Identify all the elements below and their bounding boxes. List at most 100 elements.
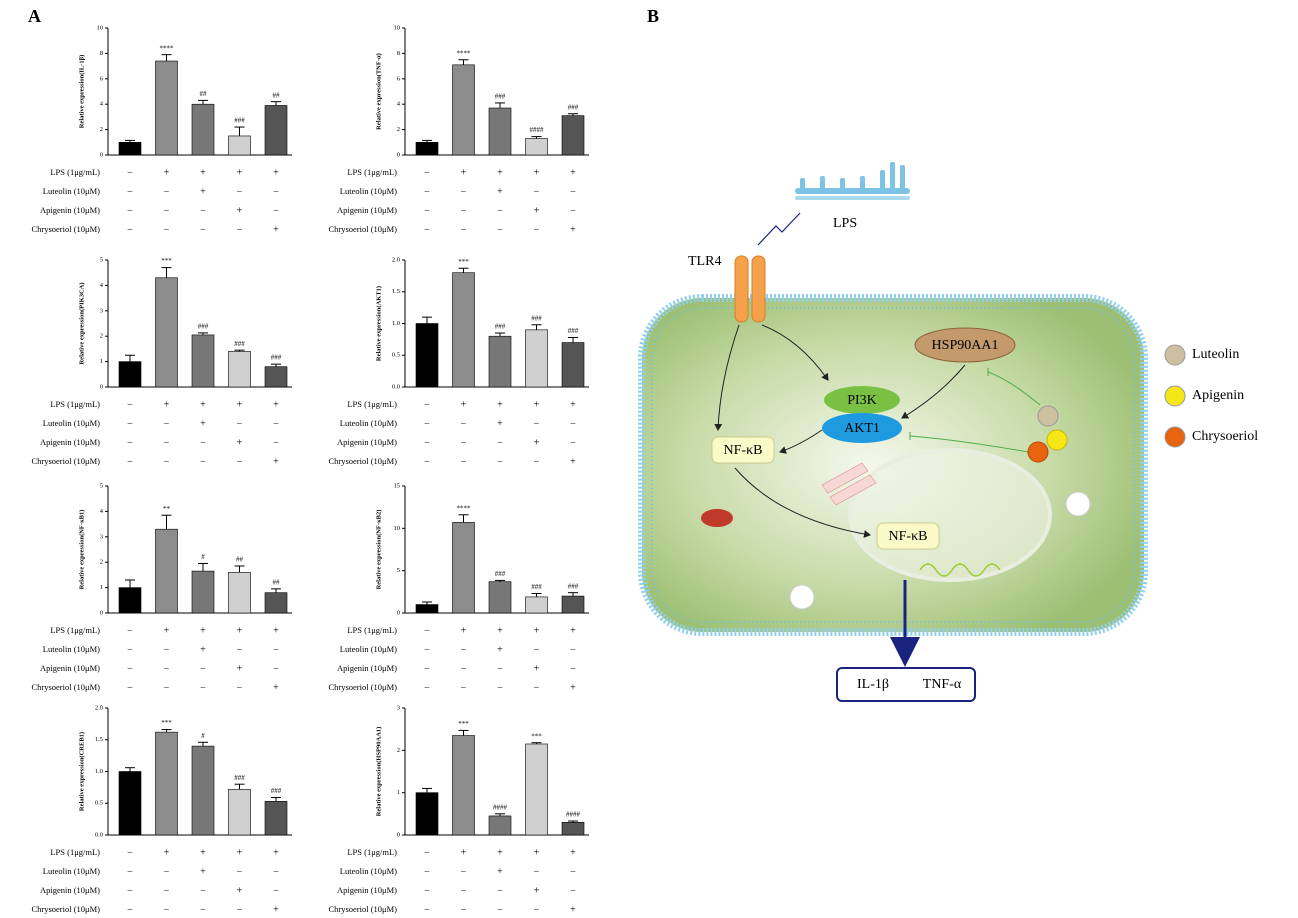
bar	[525, 329, 548, 388]
treatment-sign: −	[273, 885, 279, 896]
significance-label: ***	[458, 258, 469, 266]
treatment-sign: −	[461, 904, 467, 915]
y-tick-label: 1	[397, 789, 400, 796]
akt1-node	[822, 413, 902, 443]
er	[821, 462, 877, 506]
treatment-sign: +	[273, 456, 279, 467]
treatment-sign: +	[273, 904, 279, 915]
treatment-sign: +	[237, 885, 243, 896]
treatment-sign: −	[273, 418, 279, 429]
y-tick-label: 0.5	[95, 800, 103, 807]
treatment-sign: −	[497, 456, 503, 467]
treatment-label: Chrysoeriol (10μM)	[328, 682, 397, 692]
treatment-sign: +	[237, 437, 243, 448]
treatment-sign: −	[534, 904, 540, 915]
significance-label: ####	[530, 126, 545, 134]
treatment-sign: −	[461, 418, 467, 429]
pathway-diagram: LPS TLR4 HSP90AA1 PI3K AKT1 NF-κB NF-κB …	[638, 162, 1148, 702]
treatment-sign: −	[534, 644, 540, 655]
vesicle	[1065, 491, 1091, 517]
treatment-sign: −	[570, 866, 576, 877]
bar	[118, 587, 142, 614]
bar	[415, 142, 439, 156]
y-tick-label: 2	[100, 126, 103, 133]
treatment-sign: +	[164, 847, 170, 858]
treatment-sign: +	[570, 224, 576, 235]
y-tick-label: 1.0	[392, 320, 400, 327]
bar	[155, 528, 178, 614]
y-tick-label: 4	[397, 101, 401, 108]
significance-label: ####	[566, 811, 581, 819]
treatment-sign: +	[570, 399, 576, 410]
y-tick-label: 8	[100, 50, 103, 57]
treatment-label: Apigenin (10μM)	[40, 885, 100, 895]
treatment-label: Luteolin (10μM)	[340, 644, 397, 654]
treatment-sign: +	[200, 644, 206, 655]
treatment-sign: +	[461, 625, 467, 636]
treatment-label: Chrysoeriol (10μM)	[328, 456, 397, 466]
treatment-sign: −	[164, 885, 170, 896]
y-tick-label: 2.0	[95, 704, 103, 711]
treatment-sign: +	[273, 682, 279, 693]
significance-label: ***	[531, 732, 542, 740]
y-tick-label: 5	[397, 567, 400, 574]
y-axis-label: Relative expression(HSP90AA1)	[375, 727, 382, 817]
y-tick-label: 3	[100, 533, 103, 540]
legend-swatch	[1164, 426, 1186, 448]
treatment-label: Luteolin (10μM)	[43, 418, 100, 428]
bar	[264, 105, 288, 156]
y-axis-label: Relative expression(IL-1β)	[78, 55, 85, 129]
treatment-label: LPS (1μg/mL)	[347, 847, 397, 857]
treatment-sign: +	[497, 186, 503, 197]
bar	[155, 277, 178, 388]
significance-label: ###	[495, 570, 506, 578]
treatment-sign: +	[273, 847, 279, 858]
treatment-sign: −	[570, 186, 576, 197]
significance-label: ***	[458, 720, 469, 728]
treatment-sign: +	[497, 399, 503, 410]
y-tick-label: 4	[100, 101, 104, 108]
treatment-sign: −	[461, 663, 467, 674]
treatment-sign: +	[461, 167, 467, 178]
treatment-sign: +	[200, 167, 206, 178]
lps-label: LPS	[833, 216, 857, 231]
treatment-sign: −	[237, 644, 243, 655]
y-tick-label: 0	[397, 831, 400, 838]
y-tick-label: 4	[100, 508, 104, 515]
bar	[561, 342, 585, 388]
arrow	[761, 324, 829, 381]
nfkb-node	[876, 522, 940, 550]
treatment-sign: −	[497, 904, 503, 915]
nfkb-label: NF-κB	[724, 443, 763, 458]
treatment-sign: −	[200, 663, 206, 674]
bar	[118, 771, 142, 836]
treatment-label: LPS (1μg/mL)	[50, 167, 100, 177]
treatment-sign: +	[164, 625, 170, 636]
treatment-sign: −	[127, 418, 133, 429]
bar	[264, 366, 288, 388]
bar	[561, 595, 585, 614]
nfkb-label: NF-κB	[889, 529, 928, 544]
treatment-sign: −	[200, 456, 206, 467]
y-tick-label: 5	[100, 482, 103, 489]
treatment-sign: −	[424, 682, 430, 693]
treatment-sign: −	[534, 224, 540, 235]
treatment-sign: +	[200, 866, 206, 877]
membrane	[651, 307, 1135, 623]
tlr4-receptor	[734, 255, 749, 323]
treatment-sign: −	[200, 682, 206, 693]
y-tick-label: 0.0	[95, 831, 103, 838]
treatment-sign: −	[127, 186, 133, 197]
treatment-sign: −	[237, 224, 243, 235]
treatment-sign: −	[127, 205, 133, 216]
treatment-sign: −	[424, 866, 430, 877]
bar	[191, 570, 215, 614]
treatment-sign: +	[497, 418, 503, 429]
significance-label: ###	[531, 583, 542, 591]
treatment-sign: +	[497, 167, 503, 178]
y-tick-label: 0	[397, 151, 400, 158]
bar-chart: 0.0 0.5 1.0 1.5 2.0 Relative expression(CREB1…	[31, 704, 292, 915]
y-tick-label: 3	[397, 704, 400, 711]
treatment-sign: +	[237, 847, 243, 858]
bar-chart: 0 2 4 6 8 10 Relative expression(TNF-α) **** ###…	[328, 24, 589, 235]
